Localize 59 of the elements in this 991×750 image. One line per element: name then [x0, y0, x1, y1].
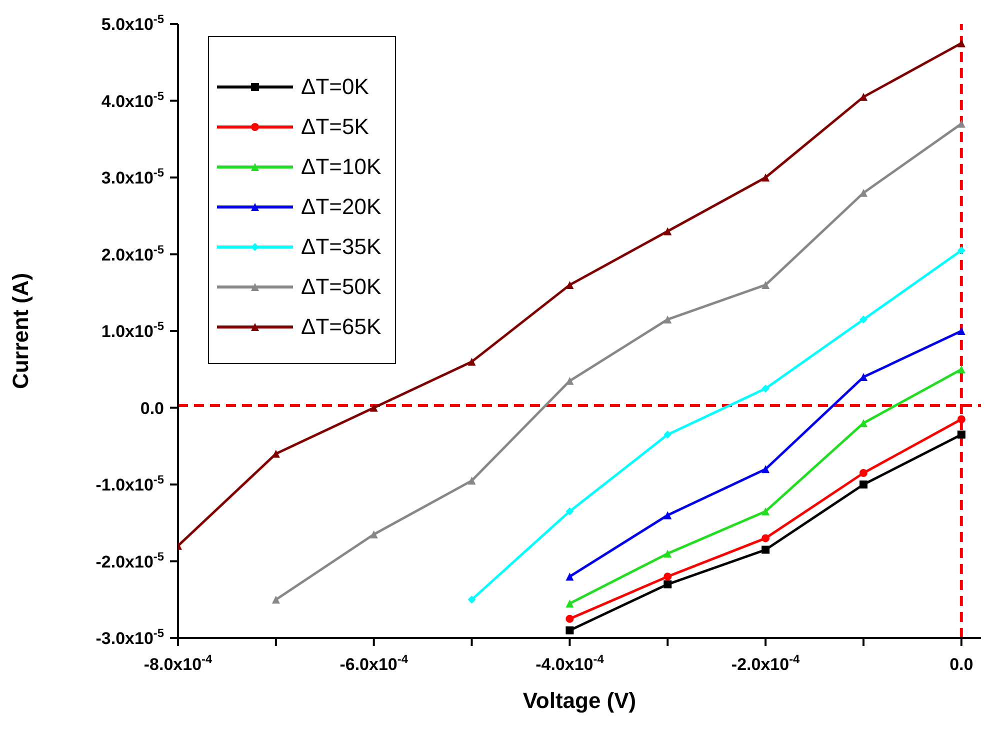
point: [664, 315, 672, 324]
point: [566, 507, 574, 516]
point: [664, 580, 672, 588]
point: [664, 572, 672, 581]
point: [468, 596, 476, 604]
point: [468, 358, 476, 366]
legend-label: ΔT=35K: [301, 234, 382, 260]
point: [762, 280, 770, 289]
x-tick-label: -4.0x10$^{-4}$: [536, 652, 604, 674]
y-tick-label: -3.0x10$^{-5}$: [96, 626, 164, 648]
point: [566, 626, 574, 634]
point: [370, 404, 378, 412]
point: [859, 480, 868, 488]
y-tick-label: -2.0x10$^{-5}$: [96, 549, 164, 572]
point: [859, 315, 868, 324]
point: [566, 599, 574, 608]
point: [566, 572, 574, 581]
y-tick-label: 4.0x10$^{-5}$: [101, 88, 164, 111]
x-tick-label: -2.0x10$^{-4}$: [731, 652, 800, 674]
point: [566, 280, 574, 289]
point: [762, 384, 770, 393]
x-tick-label: -6.0x10$^{-4}$: [340, 652, 408, 674]
point: [370, 530, 378, 538]
point: [957, 415, 966, 424]
point: [566, 614, 574, 623]
y-tick-label: -1.0x10$^{-5}$: [96, 472, 164, 494]
x-tick-label: 0.0: [950, 655, 974, 674]
point: [664, 430, 672, 439]
legend-label: ΔT=50K: [301, 274, 382, 300]
legend-label: ΔT=10K: [301, 154, 382, 180]
y-tick-label: 1.0x10$^{-5}$: [101, 319, 164, 341]
point: [859, 468, 868, 477]
point: [762, 507, 770, 516]
point: [957, 365, 966, 374]
point: [957, 430, 966, 439]
y-tick-label: 0.0: [140, 398, 164, 418]
point: [762, 465, 770, 474]
legend-label: ΔT=0K: [301, 74, 369, 100]
point: [762, 534, 770, 542]
y-tick-label: 2.0x10$^{-5}$: [101, 242, 164, 264]
point: [762, 174, 770, 182]
legend-label: ΔT=65K: [301, 314, 382, 340]
x-tick-label: -8.0x10$^{-4}$: [144, 652, 213, 674]
y-axis-title: Current (A): [8, 272, 33, 390]
point: [664, 227, 672, 236]
y-tick-label: 5.0x10$^{-5}$: [101, 12, 164, 34]
point: [957, 120, 966, 128]
point: [664, 511, 672, 520]
x-axis-title: Voltage (V): [522, 688, 636, 713]
point: [957, 246, 966, 254]
y-tick-label: 3.0x10$^{-5}$: [101, 166, 164, 188]
point: [272, 596, 280, 604]
legend-label: ΔT=20K: [301, 194, 382, 220]
point: [957, 39, 966, 48]
point: [468, 476, 476, 485]
legend-label: ΔT=5K: [301, 114, 369, 140]
point: [664, 550, 672, 558]
point: [762, 546, 770, 554]
point: [957, 327, 966, 335]
